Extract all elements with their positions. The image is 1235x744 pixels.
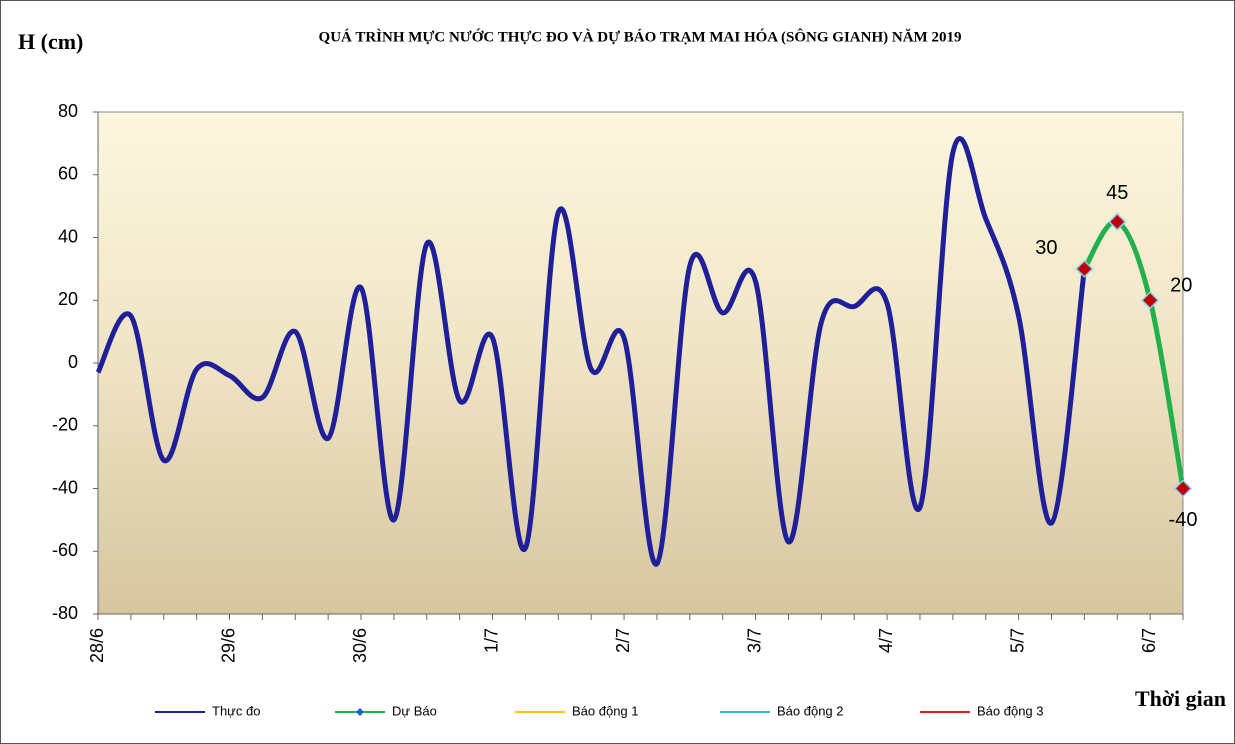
data-label: 45 (1106, 182, 1128, 204)
y-tick-label: 80 (58, 101, 78, 121)
y-tick-label: 60 (58, 164, 78, 184)
x-tick-label: 3/7 (744, 628, 764, 653)
y-tick-label: 20 (58, 289, 78, 309)
forecast-marker (1141, 291, 1160, 310)
x-tick-label: 5/7 (1007, 628, 1027, 653)
data-label: -40 (1169, 509, 1198, 531)
x-axis-label: Thời gian (1135, 686, 1226, 711)
y-tick-label: 0 (68, 352, 78, 372)
data-label: 30 (1035, 237, 1057, 259)
x-tick-label: 4/7 (876, 628, 896, 653)
forecast-marker (1173, 479, 1193, 498)
y-tick-label: 40 (58, 226, 78, 246)
x-tick-label: 30/6 (350, 628, 370, 663)
legend-label: Dự Báo (392, 703, 437, 718)
series-line (1082, 219, 1186, 489)
x-tick-label: 28/6 (87, 628, 107, 663)
legend-marker (356, 708, 364, 716)
legend-label: Báo động 1 (572, 703, 639, 718)
plot-area (97, 111, 1184, 615)
x-tick-label: 6/7 (1139, 628, 1159, 653)
series-line (95, 136, 1087, 567)
legend-label: Thực đo (212, 703, 260, 718)
y-tick-label: -40 (52, 477, 78, 497)
x-tick-label: 29/6 (218, 628, 238, 663)
x-tick-label: 2/7 (613, 628, 633, 653)
data-label: 20 (1170, 275, 1192, 297)
legend-label: Báo động 3 (977, 703, 1044, 718)
legend-label: Báo động 2 (777, 703, 844, 718)
y-axis-label: H (cm) (18, 29, 83, 54)
forecast-marker (1075, 259, 1094, 278)
y-tick-label: -60 (52, 540, 78, 560)
y-tick-label: -80 (52, 603, 78, 623)
x-tick-label: 1/7 (481, 628, 501, 653)
chart-title: QUÁ TRÌNH MỰC NƯỚC THỰC ĐO VÀ DỰ BÁO TRẠ… (319, 28, 962, 45)
forecast-marker (1108, 212, 1127, 231)
y-tick-label: -20 (52, 415, 78, 435)
